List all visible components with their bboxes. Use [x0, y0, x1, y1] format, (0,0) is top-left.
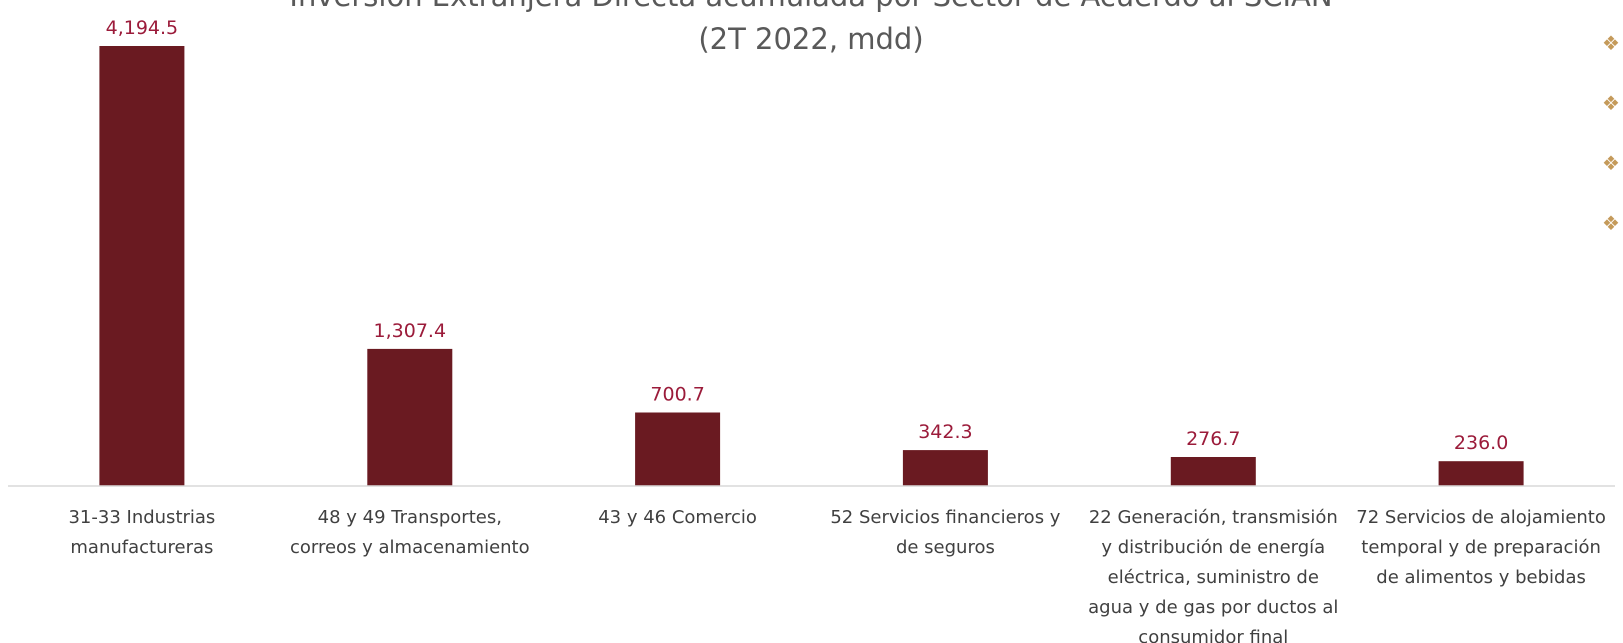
category-label-6: 72 Servicios de alojamiento temporal y de…: [1356, 507, 1606, 588]
category-label-5: 22 Generación, transmisión y distribución…: [1088, 507, 1338, 643]
category-label-3: 43 y 46 Comercio: [598, 507, 757, 528]
data-label-2: 1,307.4: [374, 320, 447, 342]
bar-3: [635, 412, 721, 486]
category-label-line: 48 y 49 Transportes,: [318, 507, 502, 528]
diamond-bullet-icon: ❖: [1602, 31, 1620, 55]
category-label-line: y distribución de energía: [1101, 537, 1325, 558]
data-label-1: 4,194.5: [106, 17, 179, 39]
category-label-line: 43 y 46 Comercio: [598, 507, 757, 528]
category-label-line: manufactureras: [70, 537, 213, 558]
bars-group: [99, 46, 1524, 486]
bar-5: [1170, 457, 1256, 486]
category-label-line: 22 Generación, transmisión: [1089, 507, 1338, 528]
data-labels-group: 4,194.5 1,307.4 700.7 342.3 276.7 236.0: [106, 17, 1509, 454]
category-label-line: 52 Servicios financieros y: [830, 507, 1060, 528]
category-label-line: agua y de gas por ductos al: [1088, 597, 1338, 618]
data-label-5: 276.7: [1186, 428, 1240, 450]
data-label-4: 342.3: [918, 421, 972, 443]
bar-6: [1438, 461, 1524, 486]
diamond-bullet-icon: ❖: [1602, 91, 1620, 115]
category-label-line: correos y almacenamiento: [290, 537, 530, 558]
side-bullets-group: ❖ ❖ ❖ ❖: [1602, 31, 1620, 235]
diamond-bullet-icon: ❖: [1602, 151, 1620, 175]
data-label-3: 700.7: [650, 384, 704, 406]
bar-4: [902, 450, 988, 486]
bar-2: [367, 348, 453, 486]
category-label-line: consumidor final: [1138, 627, 1288, 643]
category-label-line: eléctrica, suministro de: [1108, 567, 1319, 588]
category-label-4: 52 Servicios financieros y de seguros: [830, 507, 1060, 558]
category-label-1: 31-33 Industrias manufactureras: [68, 507, 215, 558]
category-label-line: de seguros: [896, 537, 995, 558]
chart-title: Inversión Extranjera Directa acumulada p…: [289, 0, 1332, 13]
category-label-line: temporal y de preparación: [1361, 537, 1601, 558]
category-label-line: de alimentos y bebidas: [1376, 567, 1586, 588]
category-label-line: 72 Servicios de alojamiento: [1356, 507, 1606, 528]
diamond-bullet-icon: ❖: [1602, 211, 1620, 235]
bar-1: [99, 46, 185, 486]
category-label-line: 31-33 Industrias: [68, 507, 215, 528]
category-label-2: 48 y 49 Transportes, correos y almacenami…: [290, 507, 530, 558]
category-labels-group: 31-33 Industrias manufactureras 48 y 49 Tr…: [68, 507, 1605, 643]
data-label-6: 236.0: [1454, 432, 1508, 454]
chart-subtitle: (2T 2022, mdd): [698, 22, 923, 56]
